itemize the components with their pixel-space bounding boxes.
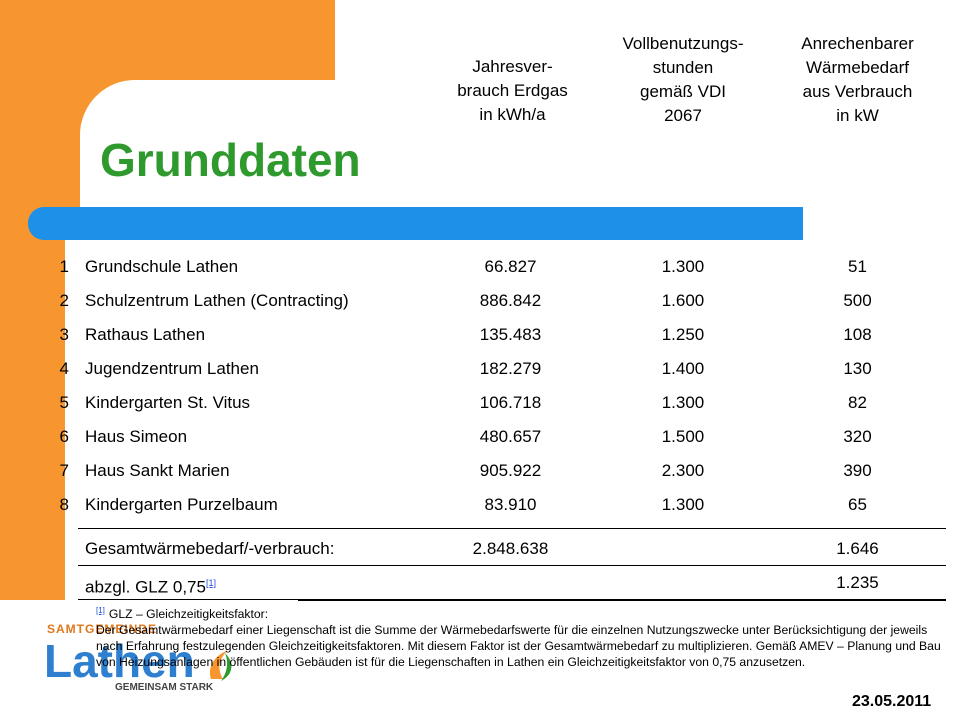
hours-value: 1.600 [661, 291, 705, 310]
consumption-value: 182.279 [479, 359, 542, 378]
logo-top-text: SAMTGEMEINDE [47, 622, 158, 636]
footnote-link[interactable]: [1] [205, 578, 216, 588]
row-number: 3 [59, 325, 69, 344]
totals-label: Gesamtwärmebedarf/-verbrauch: [85, 539, 335, 558]
consumption-value: 135.483 [479, 325, 542, 344]
hours-value: 1.300 [661, 257, 705, 276]
demand-value: 65 [848, 495, 867, 514]
building-name: Haus Sankt Marien [85, 461, 230, 480]
table-row: 3 Rathaus Lathen 135.483 1.250 108 [45, 320, 945, 350]
building-name: Haus Simeon [85, 427, 188, 446]
hours-value: 1.300 [661, 495, 705, 514]
table-row: 4 Jugendzentrum Lathen 182.279 1.400 130 [45, 354, 945, 384]
hours-value: 1.250 [661, 325, 705, 344]
column-header-demand: Anrechenbarer Wärmebedarf aus Verbrauch … [801, 34, 914, 125]
glz-label: abzgl. GLZ 0,75 [85, 577, 206, 597]
table-row: 2 Schulzentrum Lathen (Contracting) 886.… [45, 286, 945, 316]
slide-date: 23.05.2011 [852, 693, 932, 710]
row-number: 1 [59, 257, 69, 276]
row-number: 8 [59, 495, 69, 514]
glz-demand: 1.235 [836, 573, 879, 592]
building-name: Rathaus Lathen [85, 325, 206, 344]
table-bottom-rule [78, 599, 946, 601]
footnote-heading: GLZ – Gleichzeitigkeitsfaktor: [108, 607, 269, 622]
totals-consumption: 2.848.638 [472, 539, 549, 558]
demand-value: 108 [843, 325, 872, 344]
page-title: Grunddaten [100, 134, 361, 186]
glz-divider [78, 565, 946, 566]
totals-divider [78, 528, 946, 529]
glz-row: abzgl. GLZ 0,75[1] 1.235 [85, 568, 945, 598]
logo-wordmark: Lathen [44, 635, 195, 687]
building-name: Kindergarten Purzelbaum [85, 495, 278, 514]
demand-value: 320 [843, 427, 872, 446]
logo-swirl-icon [209, 651, 232, 681]
row-number: 6 [59, 427, 69, 446]
demand-value: 390 [843, 461, 872, 480]
building-name: Grundschule Lathen [85, 257, 239, 276]
row-number: 4 [59, 359, 69, 378]
table-row: 1 Grundschule Lathen 66.827 1.300 51 [45, 252, 945, 282]
column-header-hours: Vollbenutzungs- stunden gemäß VDI 2067 [622, 34, 744, 125]
demand-value: 500 [843, 291, 872, 310]
table-row: 6 Haus Simeon 480.657 1.500 320 [45, 422, 945, 452]
consumption-value: 66.827 [484, 257, 537, 276]
hours-value: 1.500 [661, 427, 705, 446]
totals-demand: 1.646 [836, 539, 879, 558]
building-name: Kindergarten St. Vitus [85, 393, 251, 412]
hours-value: 1.400 [661, 359, 705, 378]
demand-value: 51 [848, 257, 867, 276]
row-number: 7 [59, 461, 69, 480]
hours-value: 1.300 [661, 393, 705, 412]
building-name: Schulzentrum Lathen (Contracting) [85, 291, 349, 310]
consumption-value: 83.910 [484, 495, 537, 514]
logo-tagline: GEMEINSAM STARK [115, 682, 214, 693]
footnote: [1] GLZ – Gleichzeitigkeitsfaktor: Der Ge… [96, 603, 956, 670]
footnote-ref[interactable]: [1] [96, 606, 105, 615]
table-row: 7 Haus Sankt Marien 905.922 2.300 390 [45, 456, 945, 486]
totals-row: Gesamtwärmebedarf/-verbrauch: 2.848.638 … [85, 534, 945, 564]
footnote-text: Der Gesamtwärmebedarf einer Liegenschaft… [96, 623, 941, 670]
blue-divider-bar [28, 207, 803, 240]
consumption-value: 106.718 [479, 393, 542, 412]
demand-value: 130 [843, 359, 872, 378]
table-row: 8 Kindergarten Purzelbaum 83.910 1.300 6… [45, 490, 945, 520]
logo-area [0, 600, 298, 720]
column-header-consumption: Jahresver- brauch Erdgas in kWh/a [457, 57, 568, 124]
table-row: 5 Kindergarten St. Vitus 106.718 1.300 8… [45, 388, 945, 418]
hours-value: 2.300 [661, 461, 705, 480]
row-number: 5 [59, 393, 69, 412]
demand-value: 82 [848, 393, 867, 412]
consumption-value: 886.842 [479, 291, 542, 310]
consumption-value: 480.657 [479, 427, 542, 446]
consumption-value: 905.922 [479, 461, 542, 480]
building-name: Jugendzentrum Lathen [85, 359, 259, 378]
row-number: 2 [59, 291, 69, 310]
